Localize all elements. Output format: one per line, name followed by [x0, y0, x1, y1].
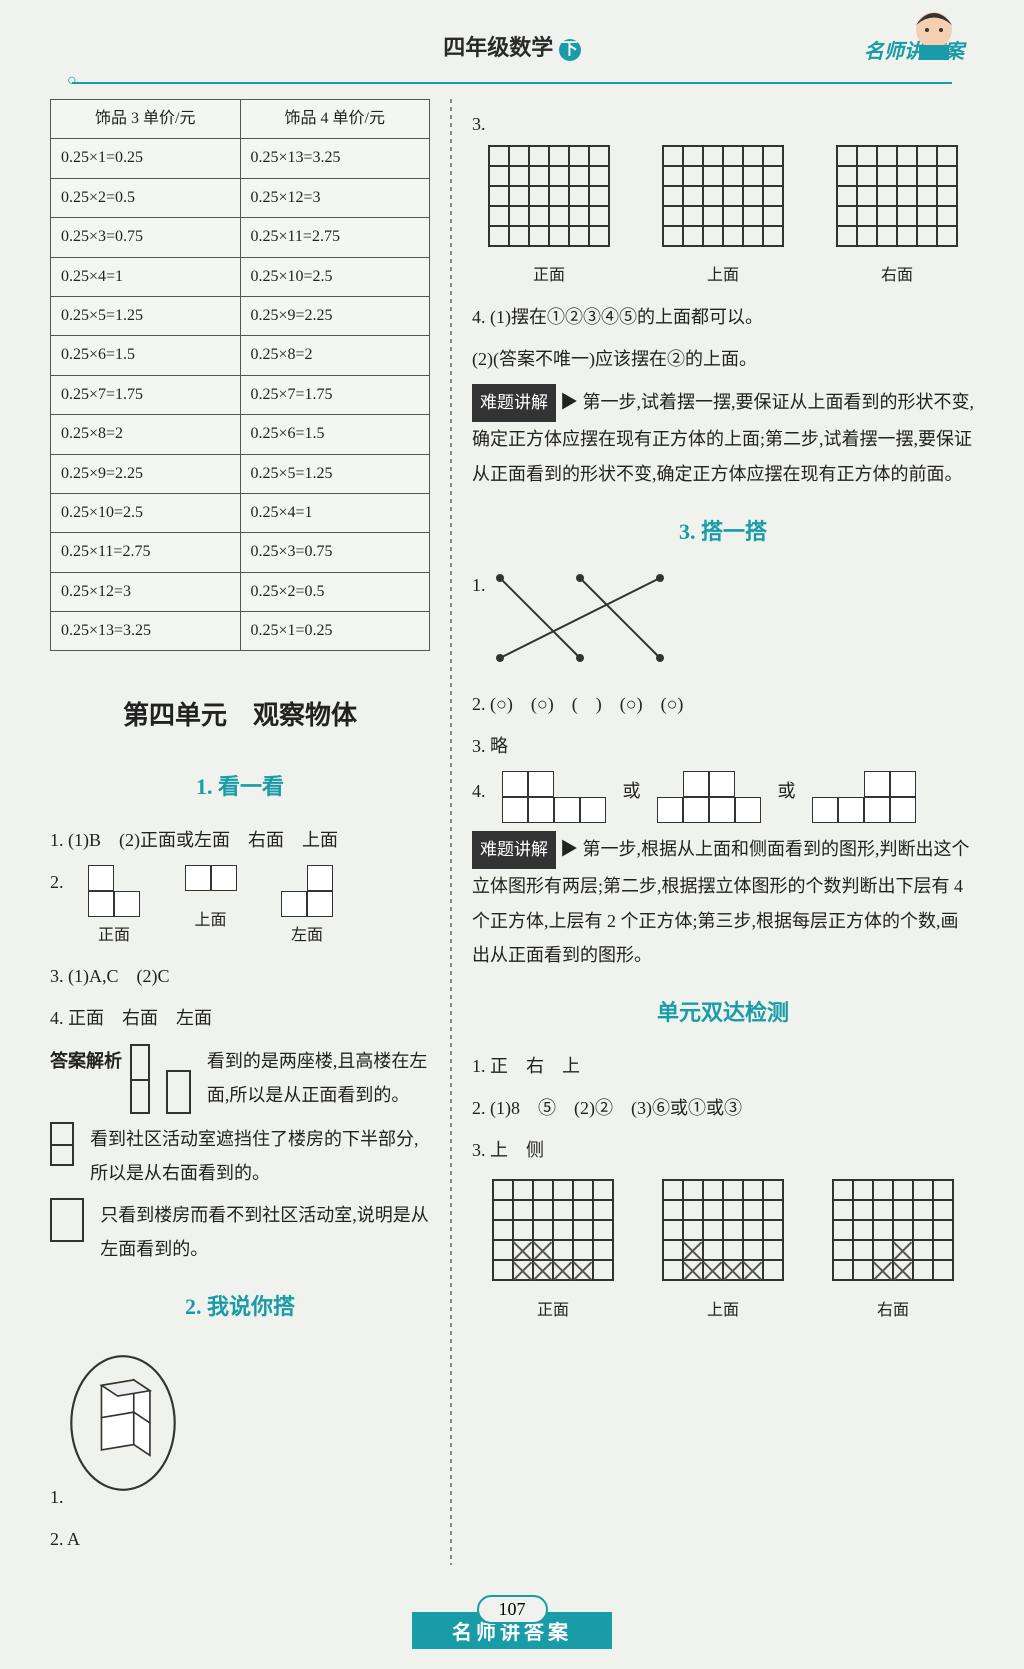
- shape-top: 上面: [173, 865, 249, 937]
- price-cell: 0.25×4=1: [51, 257, 241, 296]
- r3-label-right: 右面: [828, 261, 966, 291]
- s1-q1: 1. (1)B (2)正面或左面 右面 上面: [50, 823, 430, 857]
- header-xia-badge: 下: [559, 39, 581, 61]
- answer-block-2: 看到社区活动室遮挡住了楼房的下半部分,所以是从右面看到的。: [50, 1122, 430, 1190]
- s4-label-top: 上面: [654, 1296, 792, 1326]
- s4-q1: 1. 正 右 上: [472, 1049, 974, 1083]
- label-top: 上面: [173, 906, 249, 936]
- page-header: 四年级数学 下: [50, 30, 974, 62]
- page-footer: 107 名师讲答案: [50, 1595, 974, 1669]
- price-col2-header: 饰品 4 单价/元: [240, 100, 430, 139]
- price-cell: 0.25×3=0.75: [51, 218, 241, 257]
- s3-q1-num: 1.: [472, 575, 486, 595]
- s3-q4-num: 4.: [472, 781, 486, 801]
- page-number: 107: [477, 1595, 548, 1624]
- label-left: 左面: [269, 921, 345, 951]
- s2-q1: 1.: [50, 1343, 430, 1514]
- s4-q3: 3. 上 侧: [472, 1133, 974, 1167]
- isometric-cube-icon: [68, 1353, 178, 1493]
- price-cell: 0.25×2=0.5: [240, 572, 430, 611]
- s3-or2: 或: [778, 781, 796, 801]
- unit-title: 第四单元 观察物体: [50, 691, 430, 740]
- r-q3-num: 3.: [472, 114, 486, 134]
- hard-tag-1: 难题讲解: [472, 384, 556, 422]
- header-rule: [72, 82, 952, 84]
- building-half-icon: [50, 1122, 74, 1166]
- answer-text-2: 看到社区活动室遮挡住了楼房的下半部分,所以是从右面看到的。: [90, 1122, 430, 1190]
- building-tall-icon: [130, 1044, 150, 1114]
- matching-lines-icon: [490, 568, 670, 668]
- s3-q4: 4. 或 或: [472, 771, 974, 823]
- price-cell: 0.25×4=1: [240, 493, 430, 532]
- s2-q2: 2. A: [50, 1522, 430, 1556]
- right-column: 3. 正面 上面 右面 4. (1)摆在①②③④⑤的上面都可以。 (2)(答案不…: [472, 99, 974, 1565]
- price-cell: 0.25×9=2.25: [51, 454, 241, 493]
- answer-block-1: 答案解析 看到的是两座楼,且高楼在左面,所以是从正面看到的。: [50, 1044, 430, 1114]
- s4-label-right: 右面: [824, 1296, 962, 1326]
- price-cell: 0.25×5=1.25: [51, 296, 241, 335]
- r3-label-front: 正面: [480, 261, 618, 291]
- s3-q3: 3. 略: [472, 729, 974, 763]
- s1-q2: 2. 正面 上面 左面: [50, 865, 430, 951]
- r-q4-2: (2)(答案不唯一)应该摆在②的上面。: [472, 342, 974, 376]
- price-cell: 0.25×1=0.25: [51, 139, 241, 178]
- price-cell: 0.25×7=1.75: [240, 375, 430, 414]
- s4-grids: 正面 上面 右面: [472, 1175, 974, 1326]
- price-cell: 0.25×13=3.25: [240, 139, 430, 178]
- r-q4-1: 4. (1)摆在①②③④⑤的上面都可以。: [472, 300, 974, 334]
- header-title: 四年级数学: [443, 35, 553, 60]
- section3-title: 3. 搭一搭: [472, 511, 974, 553]
- left-column: 饰品 3 单价/元饰品 4 单价/元 0.25×1=0.250.25×13=3.…: [50, 99, 430, 1565]
- s2-q1-num: 1.: [50, 1487, 64, 1507]
- price-cell: 0.25×12=3: [51, 572, 241, 611]
- section4-title: 单元双达检测: [472, 992, 974, 1034]
- answer-label: 答案解析: [50, 1044, 122, 1078]
- s3-q2: 2. (○) (○) ( ) (○) (○): [472, 687, 974, 721]
- s3-or1: 或: [623, 781, 641, 801]
- hard-tag-2: 难题讲解: [472, 831, 556, 869]
- s4-q2: 2. (1)8 ⑤ (2)② (3)⑥或①或③: [472, 1091, 974, 1125]
- s1-q3: 3. (1)A,C (2)C: [50, 959, 430, 993]
- price-cell: 0.25×11=2.75: [51, 533, 241, 572]
- r-hard2: 难题讲解▶ 第一步,根据从上面和侧面看到的图形,判断出这个立体图形有两层;第二步…: [472, 831, 974, 972]
- price-cell: 0.25×7=1.75: [51, 375, 241, 414]
- shape-left: 左面: [269, 865, 345, 951]
- mascot-icon: [894, 5, 974, 65]
- section2-title: 2. 我说你搭: [50, 1286, 430, 1328]
- price-cell: 0.25×11=2.75: [240, 218, 430, 257]
- r-q3: 3. 正面 上面 右面: [472, 107, 974, 292]
- price-cell: 0.25×8=2: [51, 415, 241, 454]
- price-cell: 0.25×9=2.25: [240, 296, 430, 335]
- answer-block-3: 只看到楼房而看不到社区活动室,说明是从左面看到的。: [50, 1198, 430, 1266]
- s1-q2-num: 2.: [50, 872, 64, 892]
- arrow-icon-2: ▶: [560, 839, 578, 859]
- s4-label-front: 正面: [484, 1296, 622, 1326]
- price-table: 饰品 3 单价/元饰品 4 单价/元 0.25×1=0.250.25×13=3.…: [50, 99, 430, 651]
- answer-text-1: 看到的是两座楼,且高楼在左面,所以是从正面看到的。: [207, 1044, 430, 1112]
- building-short-icon: [166, 1070, 191, 1114]
- price-cell: 0.25×12=3: [240, 178, 430, 217]
- label-front: 正面: [76, 921, 152, 951]
- arrow-icon: ▶: [560, 392, 578, 412]
- shape-front: 正面: [76, 865, 152, 951]
- price-cell: 0.25×3=0.75: [240, 533, 430, 572]
- price-cell: 0.25×8=2: [240, 336, 430, 375]
- price-cell: 0.25×6=1.5: [51, 336, 241, 375]
- price-cell: 0.25×2=0.5: [51, 178, 241, 217]
- r3-label-top: 上面: [654, 261, 792, 291]
- price-cell: 0.25×10=2.5: [51, 493, 241, 532]
- s1-q4: 4. 正面 右面 左面: [50, 1001, 430, 1035]
- s3-q1: 1.: [472, 568, 974, 679]
- answer-text-3: 只看到楼房而看不到社区活动室,说明是从左面看到的。: [100, 1198, 430, 1266]
- price-cell: 0.25×10=2.5: [240, 257, 430, 296]
- price-cell: 0.25×6=1.5: [240, 415, 430, 454]
- price-cell: 0.25×13=3.25: [51, 612, 241, 651]
- price-col1-header: 饰品 3 单价/元: [51, 100, 241, 139]
- r-hard1: 难题讲解▶ 第一步,试着摆一摆,要保证从上面看到的形状不变,确定正方体应摆在现有…: [472, 384, 974, 491]
- column-divider: [450, 99, 452, 1565]
- price-cell: 0.25×5=1.25: [240, 454, 430, 493]
- building-single-icon: [50, 1198, 84, 1242]
- price-cell: 0.25×1=0.25: [240, 612, 430, 651]
- section1-title: 1. 看一看: [50, 766, 430, 808]
